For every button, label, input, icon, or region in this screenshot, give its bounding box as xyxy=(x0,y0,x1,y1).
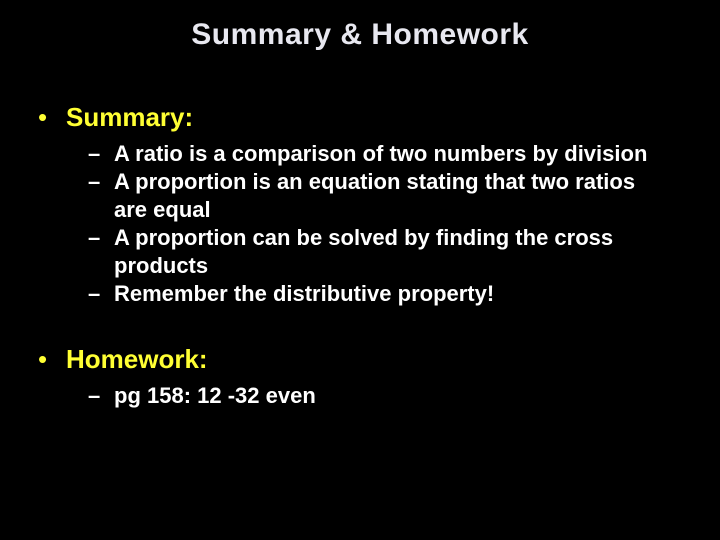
list-item: – A ratio is a comparison of two numbers… xyxy=(88,140,670,168)
dash-icon: – xyxy=(88,280,114,308)
list-item-text: A ratio is a comparison of two numbers b… xyxy=(114,140,670,168)
dash-icon: – xyxy=(88,382,114,410)
list-item: – A proportion can be solved by finding … xyxy=(88,224,670,280)
dash-icon: – xyxy=(88,140,114,168)
bullet-icon: • xyxy=(30,344,66,374)
dash-icon: – xyxy=(88,224,114,252)
list-item-text: A proportion is an equation stating that… xyxy=(114,168,670,224)
list-item: – Remember the distributive property! xyxy=(88,280,670,308)
homework-list: – pg 158: 12 -32 even xyxy=(30,382,690,410)
slide-body: • Summary: – A ratio is a comparison of … xyxy=(0,52,720,410)
list-item: – pg 158: 12 -32 even xyxy=(88,382,670,410)
dash-icon: – xyxy=(88,168,114,196)
list-item-text: A proportion can be solved by finding th… xyxy=(114,224,670,280)
list-item-text: pg 158: 12 -32 even xyxy=(114,382,670,410)
slide-title: Summary & Homework xyxy=(0,0,720,52)
section-heading-text: Summary: xyxy=(66,102,193,132)
list-item-text: Remember the distributive property! xyxy=(114,280,670,308)
section-summary: • Summary: xyxy=(30,102,690,132)
summary-list: – A ratio is a comparison of two numbers… xyxy=(30,140,690,308)
list-item: – A proportion is an equation stating th… xyxy=(88,168,670,224)
slide: Summary & Homework • Summary: – A ratio … xyxy=(0,0,720,540)
bullet-icon: • xyxy=(30,102,66,132)
section-homework: • Homework: xyxy=(30,344,690,374)
section-heading-text: Homework: xyxy=(66,344,208,374)
